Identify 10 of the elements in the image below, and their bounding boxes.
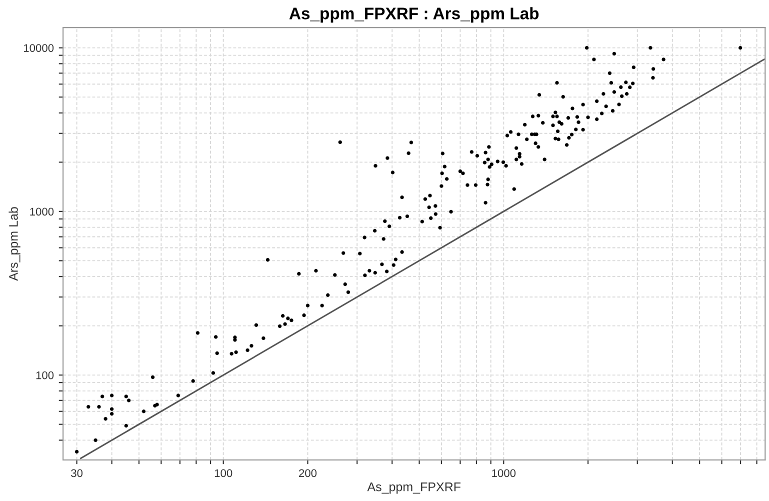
x-axis-title: As_ppm_FPXRF	[367, 482, 460, 494]
y-tick-label: 100	[36, 371, 54, 380]
x-tick-label: 1000	[492, 469, 516, 478]
x-tick-label: 200	[299, 469, 317, 478]
x-tick-label: 30	[71, 469, 83, 478]
chart-title: As_ppm_FPXRF : Ars_ppm Lab	[289, 7, 539, 23]
y-tick-label: 1000	[30, 208, 54, 216]
y-tick-label: 10000	[24, 44, 54, 52]
x-tick-label: 100	[214, 469, 232, 478]
y-axis-title: Ars_ppm Lab	[8, 207, 20, 281]
